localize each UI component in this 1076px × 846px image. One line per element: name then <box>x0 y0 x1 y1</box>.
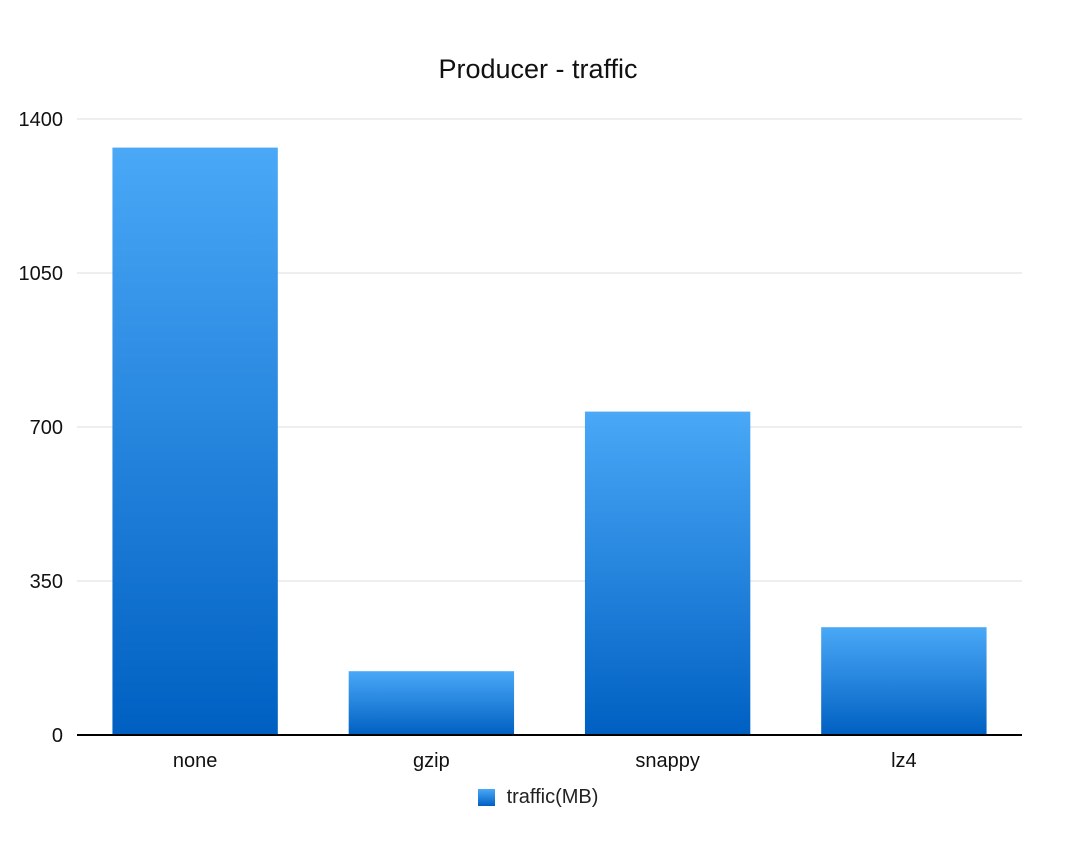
x-tick-label: none <box>173 750 218 772</box>
labels: 0 350 700 1050 1400 none gzip snappy lz4 <box>19 109 917 772</box>
x-tick-label: lz4 <box>891 750 917 772</box>
y-tick-label: 700 <box>30 417 63 439</box>
y-tick-label: 0 <box>52 725 63 747</box>
y-tick-label: 350 <box>30 571 63 593</box>
bar <box>112 147 278 736</box>
x-tick-label: gzip <box>413 750 450 772</box>
bar <box>584 411 751 735</box>
bars <box>112 147 987 736</box>
legend-swatch <box>477 789 495 806</box>
legend-label: traffic(MB) <box>506 786 599 808</box>
legend: traffic(MB) <box>0 786 1076 809</box>
bar <box>821 627 987 735</box>
x-tick-label: snappy <box>635 750 700 772</box>
y-tick-label: 1050 <box>19 263 64 285</box>
chart-title: Producer - traffic <box>438 54 638 84</box>
y-tick-label: 1400 <box>19 109 64 131</box>
bar <box>348 671 515 735</box>
